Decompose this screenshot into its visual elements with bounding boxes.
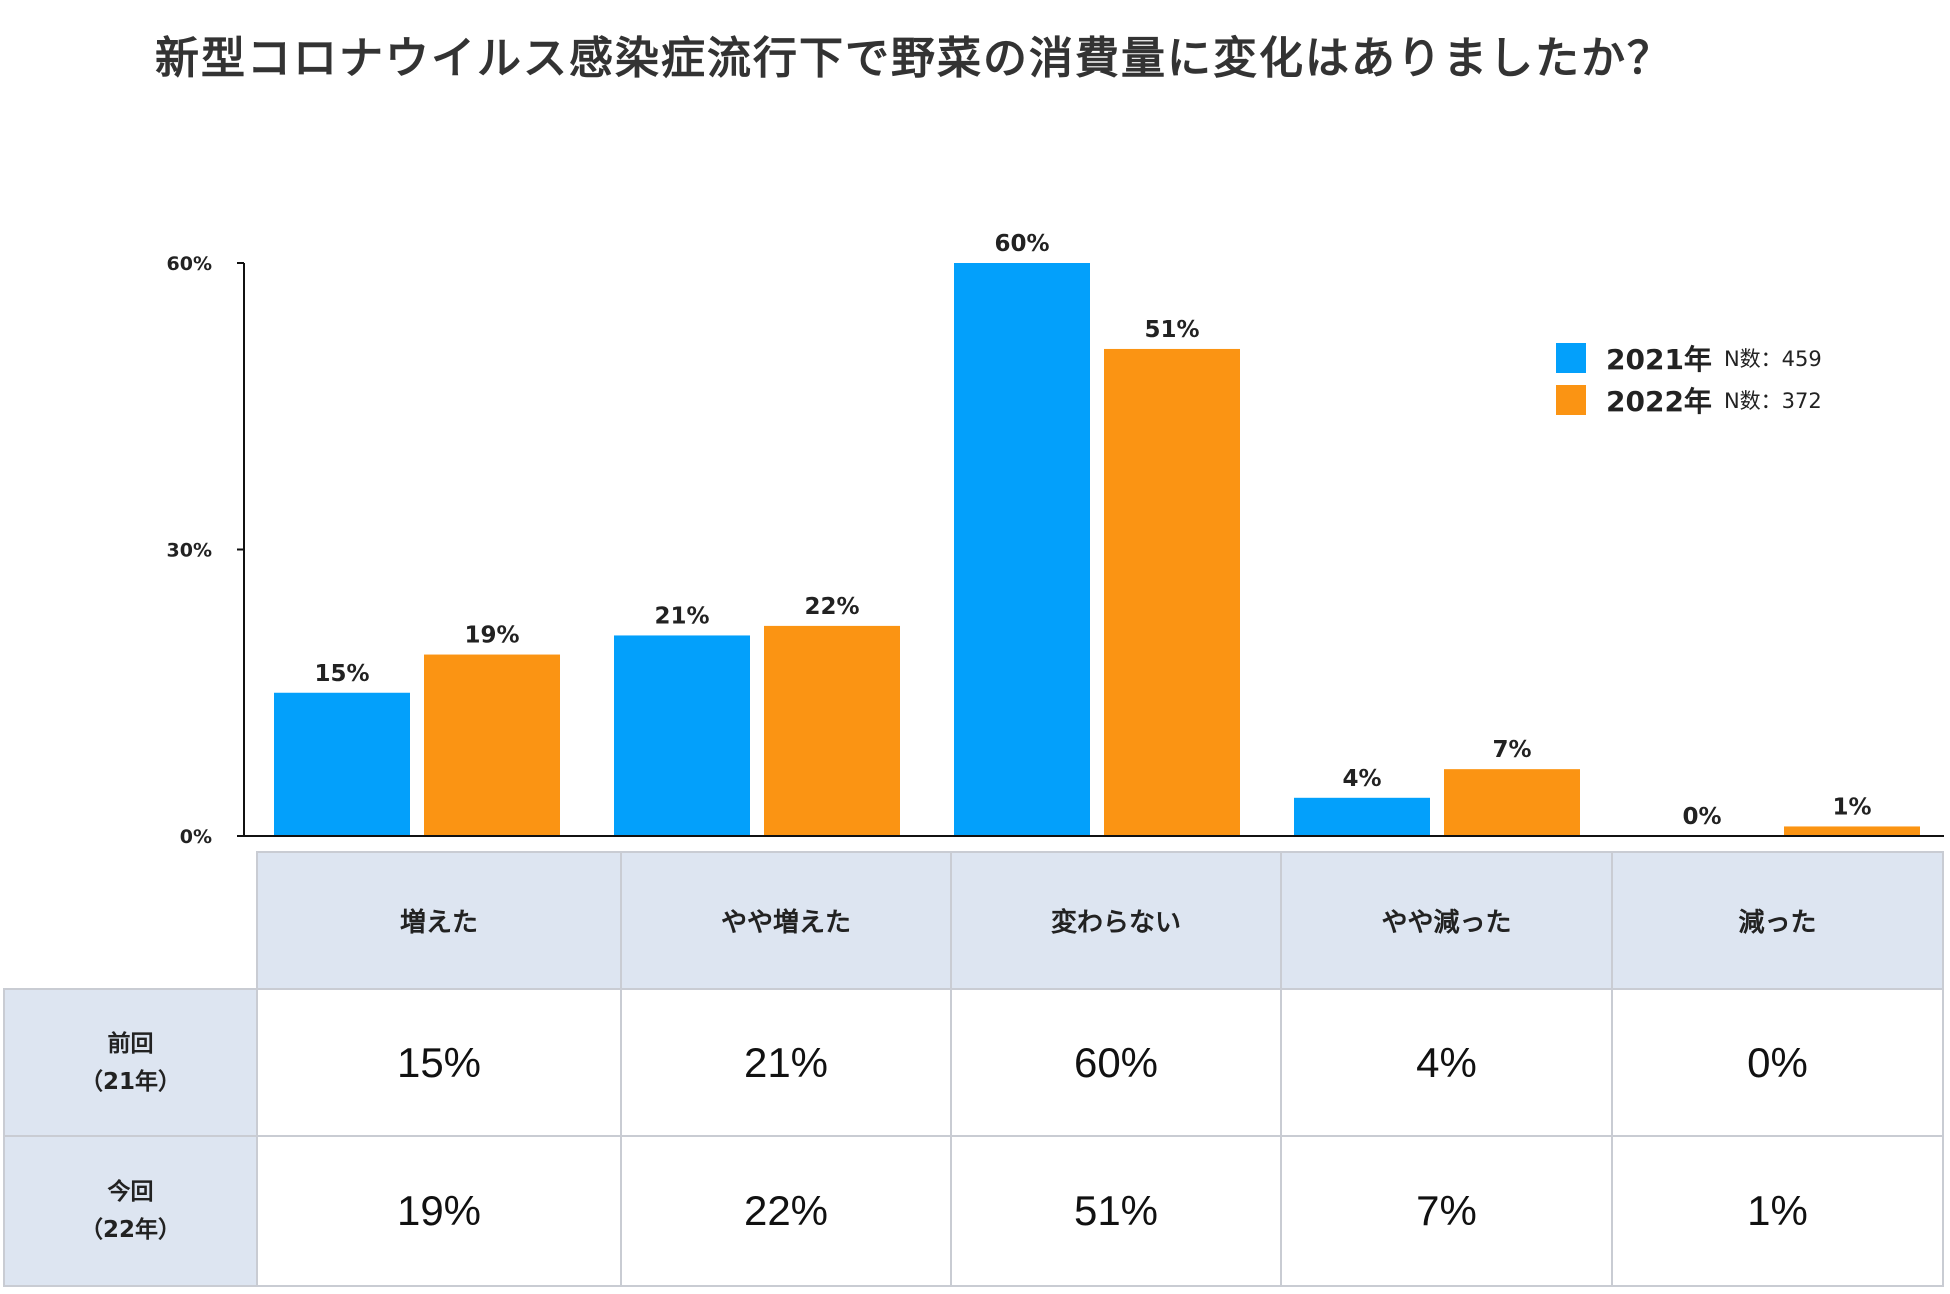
row-label-line2: （21年） <box>79 1068 181 1095</box>
table-cell: 15% <box>256 988 622 1137</box>
y-tick-label: 60% <box>167 253 212 275</box>
table-cell: 22% <box>620 1135 952 1287</box>
row-label-previous: 前回 （21年） <box>3 988 258 1137</box>
data-label: 21% <box>654 603 709 629</box>
table-cell: 60% <box>950 988 1282 1137</box>
table-row: 今回 （22年） 19% 22% 51% 7% 1% <box>3 1135 1944 1287</box>
legend-year-2021: 2021年 <box>1606 343 1712 376</box>
table-header-cell: やや減った <box>1280 851 1613 990</box>
table-corner <box>4 852 257 989</box>
data-label: 4% <box>1342 766 1381 792</box>
legend-n-2022: N数：372 <box>1723 389 1822 413</box>
table-header-cell: 変わらない <box>950 851 1282 990</box>
table-cell: 7% <box>1280 1135 1613 1287</box>
table-cell: 51% <box>950 1135 1282 1287</box>
bar <box>424 654 560 836</box>
bar <box>954 263 1090 836</box>
table-cell: 19% <box>256 1135 622 1287</box>
table-header-cell: 減った <box>1611 851 1944 990</box>
table-header-cell: やや増えた <box>620 851 952 990</box>
legend-item-2021: 2021年 N数：459 <box>1556 340 1822 376</box>
row-label-line1: 今回 <box>107 1179 154 1205</box>
legend-swatch-2022 <box>1556 385 1586 415</box>
legend-swatch-2021 <box>1556 343 1586 373</box>
data-label: 22% <box>804 594 859 620</box>
legend-n-2021: N数：459 <box>1723 347 1822 371</box>
legend-year-2022: 2022年 <box>1606 385 1712 418</box>
data-label: 0% <box>1682 804 1721 830</box>
data-table: 増えた やや増えた 変わらない やや減った 減った 前回 （21年） 15% 2… <box>3 851 1944 1287</box>
chart-title: 新型コロナウイルス感染症流行下で野菜の消費量に変化はありましたか？ <box>155 33 1673 84</box>
row-label-current: 今回 （22年） <box>3 1135 258 1287</box>
bar <box>1444 769 1580 836</box>
table-cell: 4% <box>1280 988 1613 1137</box>
y-tick-label: 30% <box>167 540 212 562</box>
bar-chart: 0% 30% 60% 15% 19% 21% 22% 60% 51% 4% 7% 0% 1% <box>167 231 1944 848</box>
bar <box>614 635 750 836</box>
bar <box>1104 348 1240 836</box>
bar <box>1294 797 1430 836</box>
row-label-line1: 前回 <box>107 1030 154 1057</box>
table-row: 前回 （21年） 15% 21% 60% 4% 0% <box>3 988 1944 1137</box>
table-cell: 1% <box>1611 1135 1944 1287</box>
legend-item-2022: 2022年 N数：372 <box>1556 382 1822 418</box>
data-label: 7% <box>1492 737 1531 763</box>
bar <box>764 625 900 836</box>
table-cell: 0% <box>1611 988 1944 1137</box>
data-label: 51% <box>1144 317 1199 343</box>
data-label: 15% <box>314 661 369 687</box>
data-label: 60% <box>994 231 1049 257</box>
row-label-line2: （22年） <box>79 1217 181 1243</box>
bar <box>274 692 410 836</box>
data-label: 1% <box>1832 794 1871 820</box>
table-cell: 21% <box>620 988 952 1137</box>
bar <box>1784 826 1920 836</box>
data-label: 19% <box>464 623 519 649</box>
y-tick-label: 0% <box>180 826 212 848</box>
table-header-row: 増えた やや増えた 変わらない やや減った 減った <box>4 851 1944 990</box>
legend: 2021年 N数：459 2022年 N数：372 <box>1556 340 1822 424</box>
table-header-cell: 増えた <box>256 851 622 990</box>
